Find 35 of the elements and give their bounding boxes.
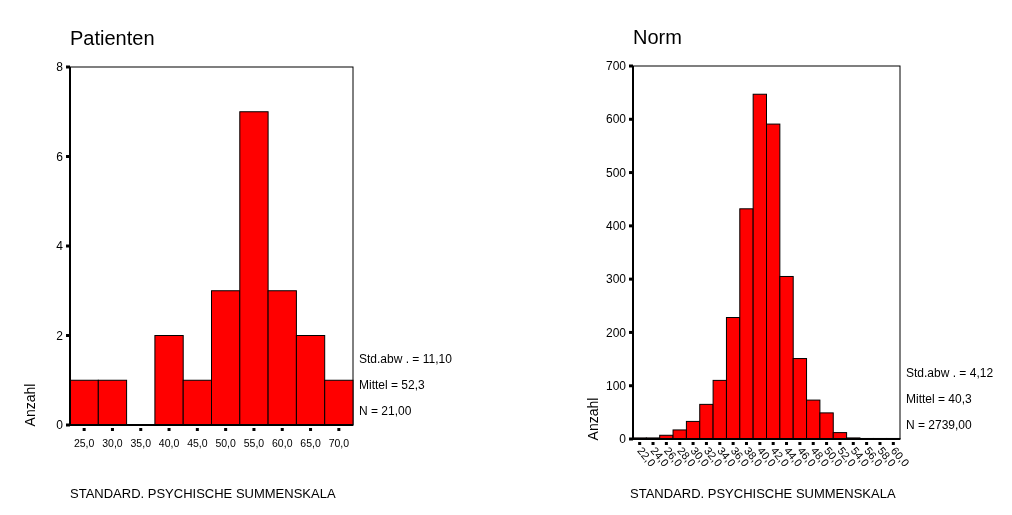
y-axis-title: Anzahl <box>585 397 601 441</box>
y-tick-label: 300 <box>605 272 627 287</box>
y-tick-label: 0 <box>619 432 627 447</box>
text: Std.abw . = 4,12 <box>906 366 994 380</box>
x-tick-label: 70,0 <box>328 437 350 449</box>
text: Std.abw . = 11,10 <box>359 352 453 366</box>
y-tick-label: 600 <box>605 112 627 127</box>
x-tick-label: 40,0 <box>158 437 180 449</box>
y-tick-label: 2 <box>56 328 64 343</box>
y-axis-title: Anzahl <box>22 383 38 427</box>
text: Mittel = 40,3 <box>906 392 973 406</box>
chart-title: Norm <box>633 26 682 48</box>
x-tick-label: 45,0 <box>187 437 208 449</box>
text: N = 2739,00 <box>906 418 973 432</box>
y-tick-label: 400 <box>605 219 627 234</box>
x-tick-label: 50,0 <box>215 437 237 449</box>
x-tick-label: 35,0 <box>130 437 152 449</box>
y-tick-label: 500 <box>605 165 627 180</box>
x-tick-label: 30,0 <box>102 437 123 449</box>
y-tick-label: 6 <box>56 149 64 164</box>
y-tick-label: 4 <box>56 239 64 254</box>
y-tick-label: 100 <box>605 378 627 393</box>
x-tick-label: 25,0 <box>73 437 95 449</box>
chart-title: Patienten <box>70 27 155 49</box>
text: Mittel = 52,3 <box>359 378 426 392</box>
x-axis-title: STANDARD. PSYCHISCHE SUMMENSKALA <box>70 486 336 501</box>
y-tick-label: 700 <box>605 59 627 74</box>
x-tick-label: 65,0 <box>300 437 321 449</box>
x-tick-label: 60,0 <box>272 437 293 449</box>
x-tick-label: 55,0 <box>243 437 265 449</box>
y-tick-label: 200 <box>605 325 627 340</box>
text: N = 21,00 <box>359 404 412 418</box>
x-axis-title: STANDARD. PSYCHISCHE SUMMENSKALA <box>630 486 896 501</box>
y-tick-label: 8 <box>56 60 64 75</box>
y-tick-label: 0 <box>56 418 64 433</box>
